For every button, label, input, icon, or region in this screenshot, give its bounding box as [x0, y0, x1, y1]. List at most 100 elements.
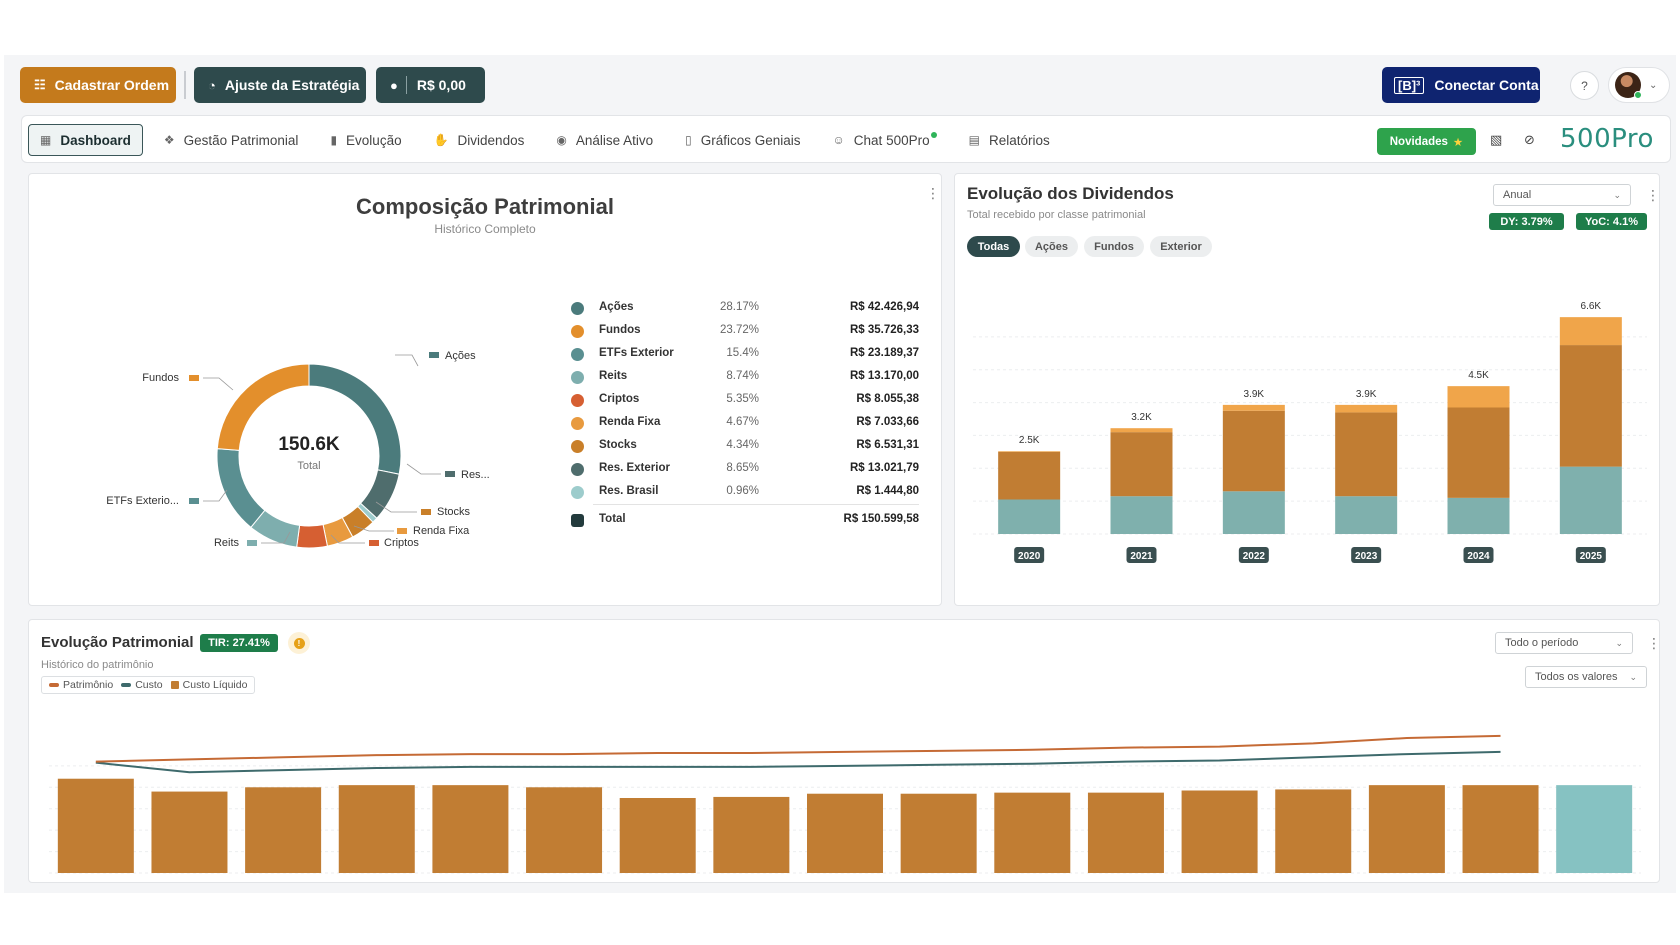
patrimonio-bar[interactable]	[245, 787, 322, 873]
bar-segment[interactable]	[998, 499, 1061, 535]
legend-pct: 4.67%	[726, 416, 759, 428]
card-title: Evolução dos Dividendos	[967, 184, 1174, 203]
more-options-icon[interactable]: ⋮	[1647, 635, 1661, 651]
eye-off-icon[interactable]: ⊘	[1524, 132, 1535, 147]
bar-segment[interactable]	[1222, 491, 1285, 534]
leader-line	[406, 463, 441, 475]
legend-pct: 4.34%	[726, 439, 759, 451]
period-select[interactable]: Todo o período ⌄	[1495, 632, 1633, 654]
saldo-button[interactable]: ● R$ 0,00	[376, 67, 485, 103]
legend-dot	[571, 417, 584, 430]
tab-label: Gráficos Geniais	[700, 132, 801, 148]
filter-acoes[interactable]: Ações	[1025, 236, 1078, 257]
bar-segment[interactable]	[1222, 410, 1285, 492]
tab-analise-ativo[interactable]: ◉ Análise Ativo	[545, 124, 664, 156]
bar-segment[interactable]	[1559, 317, 1622, 346]
bar-segment[interactable]	[1559, 345, 1622, 467]
bar-segment[interactable]	[1447, 407, 1510, 498]
calculator-icon[interactable]: ▧	[1490, 132, 1503, 147]
patrimonio-bar[interactable]	[900, 793, 977, 873]
card-subtitle: Histórico Completo	[434, 222, 536, 236]
values-select[interactable]: Todos os valores ⌄	[1525, 666, 1647, 688]
bar-chart-icon: ▮	[330, 133, 338, 147]
patrimonio-bar[interactable]	[57, 778, 134, 873]
bar-segment[interactable]	[1447, 497, 1510, 534]
x-tick-badge	[1575, 547, 1606, 563]
main-navigation: ▦ Dashboard ❖ Gestão Patrimonial ▮ Evolu…	[21, 115, 1671, 163]
filter-exterior[interactable]: Exterior	[1150, 236, 1212, 257]
bar-segment[interactable]	[1222, 404, 1285, 411]
legend-row: Stocks 4.34% R$ 6.531,31	[569, 436, 919, 456]
bar-segment[interactable]	[1559, 466, 1622, 534]
period-select[interactable]: Anual ⌄	[1493, 184, 1631, 206]
tab-label: Dividendos	[457, 132, 525, 148]
legend-value: R$ 42.426,94	[849, 301, 919, 313]
patrimonio-bar[interactable]	[151, 791, 228, 873]
bar-segment[interactable]	[1335, 496, 1398, 534]
legend-swatch	[170, 681, 179, 689]
legend-total-row: Total R$ 150.599,58	[569, 510, 919, 530]
tab-evolucao[interactable]: ▮ Evolução	[319, 124, 412, 156]
tab-chat-500pro[interactable]: ☺ Chat 500Pro	[822, 124, 948, 156]
legend-dot	[571, 371, 584, 384]
legend-name: Ações	[599, 301, 634, 313]
patrimonio-bar[interactable]	[432, 785, 509, 873]
donut-slice[interactable]	[216, 363, 310, 451]
cadastrar-ordem-button[interactable]: ☷ Cadastrar Ordem	[20, 67, 176, 103]
tab-relatorios[interactable]: ▤ Relatórios	[958, 124, 1061, 156]
tab-gestao-patrimonial[interactable]: ❖ Gestão Patrimonial	[153, 124, 310, 156]
patrimonio-bar[interactable]	[807, 793, 883, 873]
patrimonio-bar[interactable]	[994, 792, 1071, 873]
tab-graficos-geniais[interactable]: ▯ Gráficos Geniais	[674, 124, 811, 156]
warning-button[interactable]: !	[288, 632, 310, 654]
patrimonio-bar[interactable]	[1462, 785, 1539, 873]
bar-segment[interactable]	[998, 451, 1061, 452]
ajuste-estrategia-button[interactable]: ◔ Ajuste da Estratégia	[194, 67, 366, 103]
legend-item-custo[interactable]: Custo	[121, 679, 163, 691]
bar-segment[interactable]	[1335, 412, 1398, 497]
legend-item-custo-liquido[interactable]: Custo Líquido	[170, 679, 247, 691]
leader-line	[353, 525, 394, 532]
patrimonio-bar[interactable]	[526, 787, 603, 873]
patrimonio-bar[interactable]	[1181, 790, 1258, 874]
patrimonio-bar[interactable]	[1556, 785, 1633, 873]
tab-dashboard[interactable]: ▦ Dashboard	[28, 124, 143, 156]
help-button[interactable]: ?	[1570, 71, 1599, 100]
patrimonio-bar[interactable]	[338, 785, 415, 873]
legend-dot	[571, 325, 584, 338]
more-options-icon[interactable]: ⋮	[926, 185, 940, 201]
bar-segment[interactable]	[1447, 386, 1510, 408]
legend-row: ETFs Exterior 15.4% R$ 23.189,37	[569, 344, 919, 364]
legend-value: R$ 23.189,37	[849, 347, 919, 359]
help-icon: ?	[1581, 78, 1588, 93]
legend-name: Total	[599, 513, 626, 525]
bar-segment[interactable]	[1335, 404, 1398, 413]
label-swatch	[397, 528, 407, 534]
filter-todas[interactable]: Todas	[967, 236, 1020, 257]
donut-label-renda-fixa: Renda Fixa	[413, 525, 470, 537]
star-icon: ★	[1452, 136, 1464, 149]
bar-segment[interactable]	[1110, 428, 1173, 433]
tab-dividendos[interactable]: ✋ Dividendos	[423, 124, 536, 156]
label-swatch	[189, 498, 199, 504]
filter-fundos[interactable]: Fundos	[1084, 236, 1144, 257]
novidades-button[interactable]: Novidades ★	[1377, 128, 1476, 155]
patrimonio-bar[interactable]	[1087, 792, 1164, 873]
online-status-icon	[1634, 91, 1642, 99]
user-menu[interactable]: ⌄	[1608, 67, 1670, 103]
bar-segment[interactable]	[1110, 432, 1173, 497]
legend-item-patrimonio[interactable]: Patrimônio	[49, 679, 113, 691]
patrimonio-bar[interactable]	[1368, 785, 1445, 873]
donut-slice[interactable]	[296, 523, 329, 549]
x-tick-badge	[1126, 547, 1157, 563]
patrimonio-bar[interactable]	[619, 798, 696, 873]
patrimonio-bar[interactable]	[1275, 789, 1352, 873]
bar-segment[interactable]	[998, 451, 1061, 500]
legend-pct: 23.72%	[719, 324, 759, 336]
more-options-icon[interactable]: ⋮	[1646, 187, 1660, 203]
donut-slice[interactable]	[308, 363, 402, 475]
donut-slice[interactable]	[216, 448, 266, 529]
patrimonio-bar[interactable]	[713, 796, 790, 873]
conectar-conta-button[interactable]: [B]³ Conectar Conta	[1382, 67, 1540, 103]
bar-segment[interactable]	[1110, 496, 1173, 534]
